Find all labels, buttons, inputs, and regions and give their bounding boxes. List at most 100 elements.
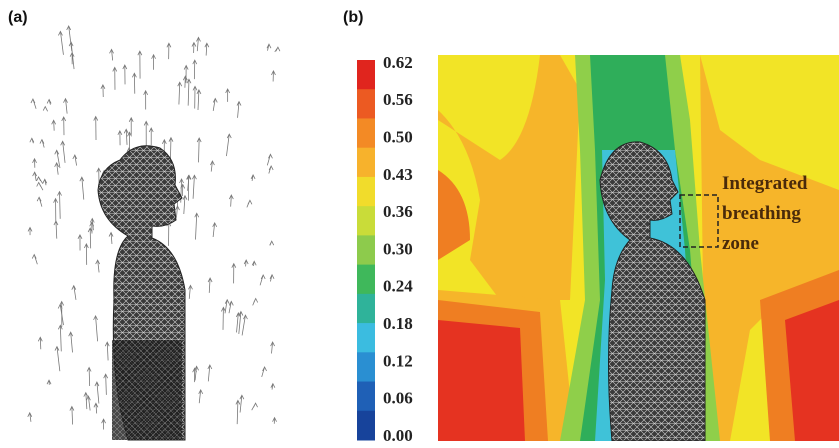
- vector-arrow: [31, 99, 36, 109]
- colorbar-tick-label: 0.56: [383, 90, 413, 109]
- vector-arrow: [105, 342, 109, 360]
- vector-arrow: [192, 43, 196, 53]
- colorbar-segment: [357, 382, 375, 412]
- vector-arrow: [138, 51, 142, 79]
- vector-arrow: [225, 300, 229, 314]
- vector-arrow: [152, 55, 156, 70]
- vector-arrow: [87, 367, 91, 385]
- vector-arrow: [58, 305, 63, 326]
- colorbar-tick-label: 0.18: [383, 314, 413, 333]
- vector-arrow: [61, 141, 65, 163]
- vector-arrow: [58, 325, 62, 351]
- vector-arrow: [232, 264, 236, 284]
- vector-arrow: [43, 107, 47, 112]
- vector-arrow: [242, 315, 247, 335]
- vector-arrow: [123, 65, 127, 84]
- vector-arrow: [188, 285, 192, 298]
- colorbar-segment: [357, 148, 375, 178]
- vector-arrow: [55, 163, 59, 175]
- vector-arrow: [253, 298, 258, 305]
- vector-arrow: [37, 197, 42, 206]
- vector-arrow: [237, 102, 241, 118]
- vector-arrow: [43, 179, 47, 185]
- vector-arrow: [208, 278, 212, 293]
- annotation: zone: [722, 233, 759, 254]
- vector-arrow: [40, 140, 44, 148]
- vector-arrow: [178, 82, 182, 104]
- colorbar-segment: [357, 411, 375, 441]
- vector-arrow: [28, 413, 32, 422]
- contour-plot: [438, 55, 839, 441]
- vector-arrow: [30, 138, 34, 143]
- colorbar-segment: [357, 177, 375, 207]
- vector-arrow: [72, 286, 76, 300]
- vector-arrow: [110, 49, 114, 60]
- vector-arrow: [193, 60, 197, 79]
- vector-arrow: [54, 221, 58, 239]
- vector-arrow: [240, 395, 244, 412]
- vector-arrow: [113, 67, 117, 89]
- vector-arrow: [183, 76, 187, 88]
- vector-arrow: [28, 227, 32, 235]
- vector-arrow: [226, 89, 230, 102]
- vector-arrow: [63, 99, 67, 114]
- colorbar-tick-label: 0.43: [383, 165, 413, 184]
- vector-arrow: [229, 301, 233, 313]
- colorbar-segment: [357, 60, 375, 90]
- vector-arrow: [47, 380, 51, 385]
- vector-arrow: [226, 134, 231, 156]
- vector-arrow: [262, 367, 267, 377]
- vector-arrow: [269, 166, 273, 174]
- vector-arrow: [213, 223, 217, 237]
- vector-arrow: [94, 403, 98, 413]
- vector-arrow: [271, 384, 275, 390]
- vector-arrow: [273, 418, 277, 424]
- vector-arrow: [167, 222, 171, 246]
- vector-arrow: [58, 31, 63, 54]
- colorbar-tick-label: 0.06: [383, 389, 413, 408]
- vector-arrow: [239, 312, 243, 334]
- vector-arrow: [84, 393, 88, 409]
- panel-label: (b): [343, 9, 363, 26]
- vector-arrow: [37, 177, 43, 184]
- colorbar-segment: [357, 206, 375, 236]
- vector-arrow: [270, 275, 274, 282]
- vector-arrow: [94, 117, 98, 140]
- vector-arrow: [175, 206, 179, 218]
- colorbar-segment: [357, 265, 375, 295]
- vector-arrow: [62, 117, 66, 135]
- colorbar-tick-label: 0.12: [383, 351, 413, 370]
- vector-arrow: [124, 129, 128, 145]
- vector-arrow: [270, 241, 274, 245]
- vector-arrow: [54, 199, 58, 223]
- vector-arrow: [78, 235, 82, 251]
- colorbar-tick-label: 0.30: [383, 239, 413, 258]
- vector-arrow: [94, 316, 98, 341]
- figure: (a) (b) Integrated breathing zone 0.620.…: [0, 0, 839, 448]
- vector-arrow: [271, 71, 275, 82]
- vector-arrow: [80, 177, 84, 199]
- vector-arrow: [144, 121, 148, 145]
- vector-arrow: [69, 332, 73, 352]
- vector-arrow: [70, 407, 74, 425]
- panel-label: (a): [8, 9, 28, 26]
- vector-arrow: [67, 26, 72, 51]
- vector-arrow: [247, 200, 252, 207]
- vector-arrow: [205, 43, 209, 55]
- colorbar-segment: [357, 323, 375, 353]
- vector-arrow: [199, 390, 203, 403]
- vector-arrow: [102, 419, 106, 429]
- vector-arrow: [118, 131, 122, 145]
- vector-arrow: [260, 275, 265, 285]
- vector-arrow: [187, 79, 191, 105]
- vector-arrow: [210, 161, 214, 172]
- colorbar: [357, 60, 375, 441]
- vector-arrow: [33, 159, 37, 168]
- human-mesh: [98, 146, 185, 440]
- vector-arrow: [197, 90, 201, 110]
- vector-arrow: [32, 255, 37, 265]
- vector-arrow: [184, 66, 188, 83]
- vector-arrow: [96, 260, 100, 272]
- annotation: breathing: [722, 203, 801, 224]
- vector-arrow: [84, 244, 88, 265]
